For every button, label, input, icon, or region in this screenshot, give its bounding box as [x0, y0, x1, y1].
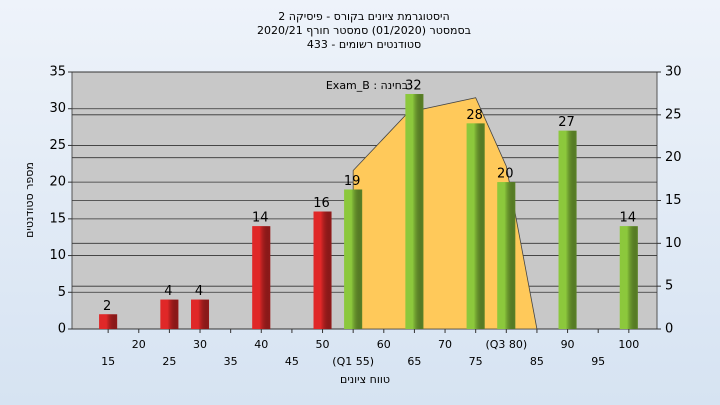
x-tick-label: 70 [438, 338, 452, 351]
x-tick-label: 100 [618, 338, 639, 351]
x-tick-label: 35 [224, 355, 238, 368]
y2-tick-label: 30 [665, 65, 682, 80]
annotation: בחינה : Exam_B [326, 79, 408, 92]
data-label: 4 [195, 284, 203, 299]
y2-tick-label: 5 [665, 279, 673, 294]
x-tick-label: 65 [407, 355, 421, 368]
data-label: 2 [103, 299, 111, 314]
area [352, 97, 538, 330]
data-label: 14 [620, 211, 637, 226]
y-tick-label: 35 [49, 65, 66, 80]
chart-title: היסטוגרמת ציונים בקורס - פיסיקה 2 [278, 10, 449, 23]
data-label: 16 [313, 196, 330, 211]
bar [344, 189, 363, 329]
x-tick-label: 20 [132, 338, 146, 351]
y2-tick-label: 10 [665, 236, 682, 251]
bar [619, 226, 638, 329]
data-label: 27 [558, 115, 575, 130]
y-tick-label: 10 [49, 248, 66, 263]
x-tick-label: 50 [316, 338, 330, 351]
x-tick-label: 45 [285, 355, 299, 368]
bar [405, 94, 424, 330]
y-tick-label: 20 [49, 175, 66, 190]
y-tick-label: 0 [58, 322, 66, 337]
y-tick-label: 30 [49, 101, 66, 116]
x-tick-label: 30 [193, 338, 207, 351]
y-tick-label: 5 [58, 285, 66, 300]
x-tick-label: 25 [162, 355, 176, 368]
data-label: 4 [164, 284, 172, 299]
x-tick-label: 90 [561, 338, 575, 351]
bar [466, 123, 485, 330]
bar [252, 226, 271, 329]
x-tick-label: 75 [469, 355, 483, 368]
x-tick-label: 40 [254, 338, 268, 351]
x-tick-label: 15 [101, 355, 115, 368]
y-tick-label: 25 [49, 138, 66, 153]
data-label: 32 [405, 79, 422, 94]
bar [191, 299, 210, 329]
y2-tick-label: 15 [665, 193, 682, 208]
x-tick-label: 95 [591, 355, 605, 368]
bar [313, 211, 332, 329]
y2-tick-label: 0 [665, 322, 673, 337]
y-axis-label: מספר סטודנטים [23, 162, 36, 238]
data-label: 20 [497, 167, 514, 182]
data-label: 14 [252, 211, 269, 226]
bar [99, 314, 118, 329]
x-tick-label: (Q3 80) [485, 338, 527, 351]
chart-subtitle: סטודנטים רשומים - 433 [307, 38, 421, 51]
bar [160, 299, 179, 329]
x-tick-label: 60 [377, 338, 391, 351]
x-axis-label: טווח ציונים [340, 373, 390, 386]
data-label: 19 [344, 174, 361, 189]
x-tick-label: 85 [530, 355, 544, 368]
y2-tick-label: 25 [665, 107, 682, 122]
bar [558, 130, 577, 329]
bar [497, 182, 516, 329]
y-tick-label: 15 [49, 211, 66, 226]
data-label: 28 [466, 108, 483, 123]
x-tick-label: (Q1 55) [332, 355, 374, 368]
y2-tick-label: 20 [665, 150, 682, 165]
chart-subtitle: בסמסטר (01/2020) סמסטר חורף 2020/21 [257, 24, 471, 37]
plot-layer: 0510152025303505101520253015202530354045… [49, 65, 681, 369]
